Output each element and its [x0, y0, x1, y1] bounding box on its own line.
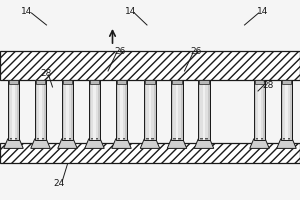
Bar [171, 80, 173, 140]
Bar [203, 80, 205, 140]
Bar [285, 80, 288, 140]
Bar [116, 80, 127, 140]
Bar [144, 80, 156, 140]
Bar [120, 80, 123, 140]
Bar [254, 80, 256, 140]
Polygon shape [194, 139, 214, 148]
Polygon shape [58, 139, 77, 148]
Bar [35, 80, 46, 140]
Bar [198, 80, 210, 140]
Bar [154, 80, 156, 140]
Bar [281, 80, 283, 140]
Bar [98, 80, 100, 140]
Bar [281, 80, 292, 140]
Polygon shape [31, 139, 50, 148]
Bar [254, 80, 265, 140]
Bar [89, 80, 100, 140]
Bar [258, 80, 261, 140]
Bar [171, 80, 183, 140]
Bar [125, 80, 127, 140]
Bar [0, 143, 300, 163]
Text: 28: 28 [263, 81, 274, 90]
Text: 14: 14 [125, 6, 136, 16]
Bar [208, 80, 210, 140]
Bar [8, 80, 19, 140]
Bar [144, 80, 156, 140]
Polygon shape [277, 139, 296, 148]
Bar [149, 80, 151, 140]
Bar [66, 80, 69, 140]
Text: 26: 26 [191, 47, 202, 56]
Bar [171, 80, 183, 140]
Bar [17, 80, 19, 140]
Bar [93, 80, 96, 140]
Polygon shape [4, 139, 23, 148]
Bar [255, 80, 264, 84]
Bar [62, 80, 73, 140]
Bar [263, 80, 265, 140]
Bar [90, 80, 99, 84]
Bar [172, 80, 182, 84]
Bar [35, 80, 37, 140]
Text: 14: 14 [257, 6, 268, 16]
Bar [145, 80, 155, 84]
Bar [181, 80, 183, 140]
Bar [282, 80, 291, 84]
Bar [199, 80, 209, 84]
Bar [12, 80, 15, 140]
Text: 14: 14 [21, 6, 33, 16]
Bar [116, 80, 118, 140]
Bar [39, 80, 42, 140]
Bar [63, 80, 72, 84]
Bar [89, 80, 91, 140]
Bar [8, 80, 19, 140]
Bar [35, 80, 46, 140]
Polygon shape [112, 139, 131, 148]
Bar [62, 80, 64, 140]
Polygon shape [85, 139, 104, 148]
Polygon shape [250, 139, 269, 148]
Text: 26: 26 [114, 47, 126, 56]
Bar [117, 80, 126, 84]
Bar [0, 51, 300, 80]
Bar [198, 80, 200, 140]
Text: 24: 24 [53, 179, 64, 188]
Bar [281, 80, 292, 140]
Bar [36, 80, 45, 84]
Bar [290, 80, 292, 140]
Polygon shape [140, 139, 160, 148]
Bar [71, 80, 73, 140]
Bar [198, 80, 210, 140]
Bar [44, 80, 46, 140]
Bar [116, 80, 127, 140]
Bar [144, 80, 146, 140]
Bar [62, 80, 73, 140]
Bar [89, 80, 100, 140]
Polygon shape [167, 139, 187, 148]
Text: 28: 28 [41, 68, 52, 77]
Bar [8, 80, 10, 140]
Bar [254, 80, 265, 140]
Bar [176, 80, 178, 140]
Bar [9, 80, 18, 84]
